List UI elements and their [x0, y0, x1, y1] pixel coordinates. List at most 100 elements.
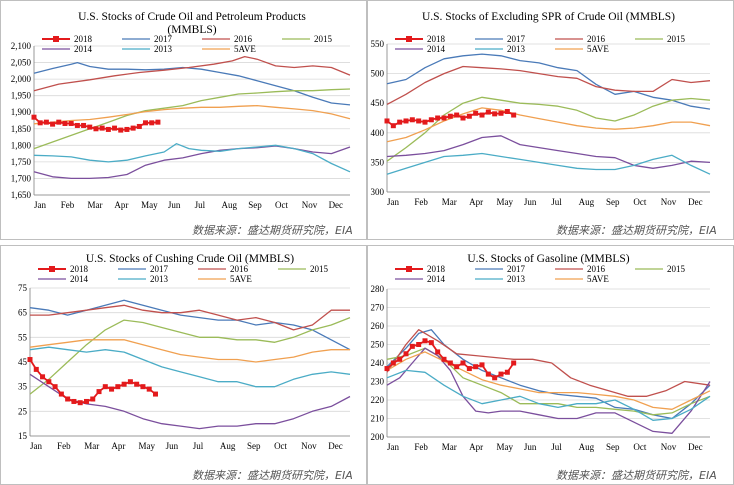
x-tick-label: Mar	[84, 441, 99, 451]
x-tick-label: Nov	[661, 197, 677, 207]
data-point-2018	[155, 119, 161, 125]
data-point-2018	[492, 375, 498, 381]
y-tick-label: 500	[371, 69, 385, 79]
legend-label-2014: 2014	[427, 44, 446, 54]
x-tick-label: Oct	[274, 441, 287, 451]
legend-label-2016: 2016	[587, 34, 606, 44]
data-point-2018	[441, 356, 447, 362]
data-point-2018	[384, 366, 390, 372]
x-tick-label: Aug	[579, 197, 595, 207]
series-line-2015	[29, 316, 351, 395]
legend-label-2017: 2017	[507, 34, 526, 44]
y-tick-label: 400	[371, 128, 385, 138]
series-line-2014	[29, 373, 351, 430]
x-tick-label: Jun	[166, 441, 179, 451]
chart-title: U.S. Stocks of Crude Oil and Petroleum P…	[78, 11, 306, 23]
y-tick-label: 280	[371, 284, 385, 294]
legend-label-2014: 2014	[70, 274, 89, 284]
legend-label-2015: 2015	[310, 264, 329, 274]
x-tick-label: Jun	[524, 197, 537, 207]
data-point-2018	[416, 118, 422, 124]
legend-label-2018: 2018	[70, 264, 89, 274]
x-tick-label: Jul	[551, 442, 562, 452]
x-tick-label: Apr	[469, 197, 483, 207]
data-point-2018	[115, 384, 121, 390]
y-tick-label: 25	[18, 406, 28, 416]
y-tick-label: 2,100	[11, 41, 32, 51]
x-tick-label: Sep	[606, 197, 620, 207]
legend-label-5ave: 5AVE	[587, 274, 609, 284]
legend-label-2016: 2016	[234, 34, 253, 44]
series-line-2016	[30, 304, 350, 331]
data-point-2018	[473, 364, 479, 370]
data-point-2018	[441, 115, 447, 121]
series-line-5ave	[29, 339, 350, 363]
data-point-2018	[62, 120, 68, 126]
legend-label-2017: 2017	[154, 34, 173, 44]
x-tick-label: Jul	[551, 197, 562, 207]
legend-label-2013: 2013	[507, 44, 526, 54]
y-tick-label: 45	[18, 357, 28, 367]
data-point-2018	[143, 120, 149, 126]
x-tick-label: May	[496, 442, 513, 452]
series-line-2016	[33, 55, 351, 92]
legend-label-2018: 2018	[427, 264, 446, 274]
y-tick-label: 35	[18, 382, 28, 392]
series-line-5ave	[386, 107, 711, 143]
data-point-2018	[428, 340, 434, 346]
x-tick-label: Aug	[221, 200, 237, 210]
data-point-2018	[118, 127, 124, 133]
y-tick-label: 300	[371, 187, 385, 197]
data-point-2018	[146, 386, 152, 392]
legend-label-2017: 2017	[507, 264, 526, 274]
data-point-2018	[68, 120, 74, 126]
legend-label-2016: 2016	[230, 264, 249, 274]
series-line-2016	[386, 329, 711, 397]
data-point-2018	[56, 119, 62, 125]
y-tick-label: 1,900	[11, 107, 32, 117]
chart-subtitle: (MMBLS)	[167, 24, 216, 36]
data-point-2018	[397, 119, 403, 125]
source-note-1: 数据来源：盛达期货研究院，EIA	[192, 224, 353, 237]
data-point-2018	[479, 362, 485, 368]
y-tick-label: 550	[371, 39, 385, 49]
data-point-2018	[71, 398, 77, 404]
data-point-2018	[409, 117, 415, 123]
x-tick-label: Apr	[114, 200, 128, 210]
x-tick-label: Jun	[524, 442, 537, 452]
data-point-2018	[416, 342, 422, 347]
legend-label-2018: 2018	[74, 34, 93, 44]
x-tick-label: Aug	[220, 441, 236, 451]
data-point-2018	[50, 121, 56, 127]
series-line-2013	[386, 152, 711, 175]
data-point-2018	[40, 374, 46, 380]
data-point-2018	[31, 114, 37, 120]
data-point-2018	[390, 123, 396, 129]
x-tick-label: Oct	[633, 197, 646, 207]
legend-label-2013: 2013	[154, 44, 173, 54]
data-point-2018	[124, 126, 130, 132]
x-tick-label: Nov	[302, 200, 318, 210]
data-point-2018	[87, 124, 93, 130]
data-point-2018	[422, 119, 428, 125]
x-tick-label: Mar	[442, 442, 457, 452]
y-tick-label: 55	[18, 332, 28, 342]
series-line-2013	[33, 143, 351, 173]
legend-label-2014: 2014	[427, 274, 446, 284]
data-point-2018	[58, 391, 64, 397]
legend-label-5ave: 5AVE	[587, 44, 609, 54]
data-point-2018	[447, 113, 453, 119]
data-point-2018	[504, 369, 510, 375]
source-note-3: 数据来源：盛达期货研究院，EIA	[192, 469, 353, 482]
x-tick-label: Apr	[111, 441, 125, 451]
data-point-2018	[454, 364, 460, 370]
data-point-2018	[109, 386, 115, 392]
data-point-2018	[27, 357, 33, 363]
y-tick-label: 200	[371, 432, 385, 442]
data-point-2018	[130, 125, 136, 131]
data-point-2018	[384, 118, 390, 124]
x-tick-label: Sep	[606, 442, 620, 452]
chart-panel-2: U.S. Stocks of Excluding SPR of Crude Oi…	[367, 0, 734, 240]
data-point-2018	[479, 112, 485, 118]
